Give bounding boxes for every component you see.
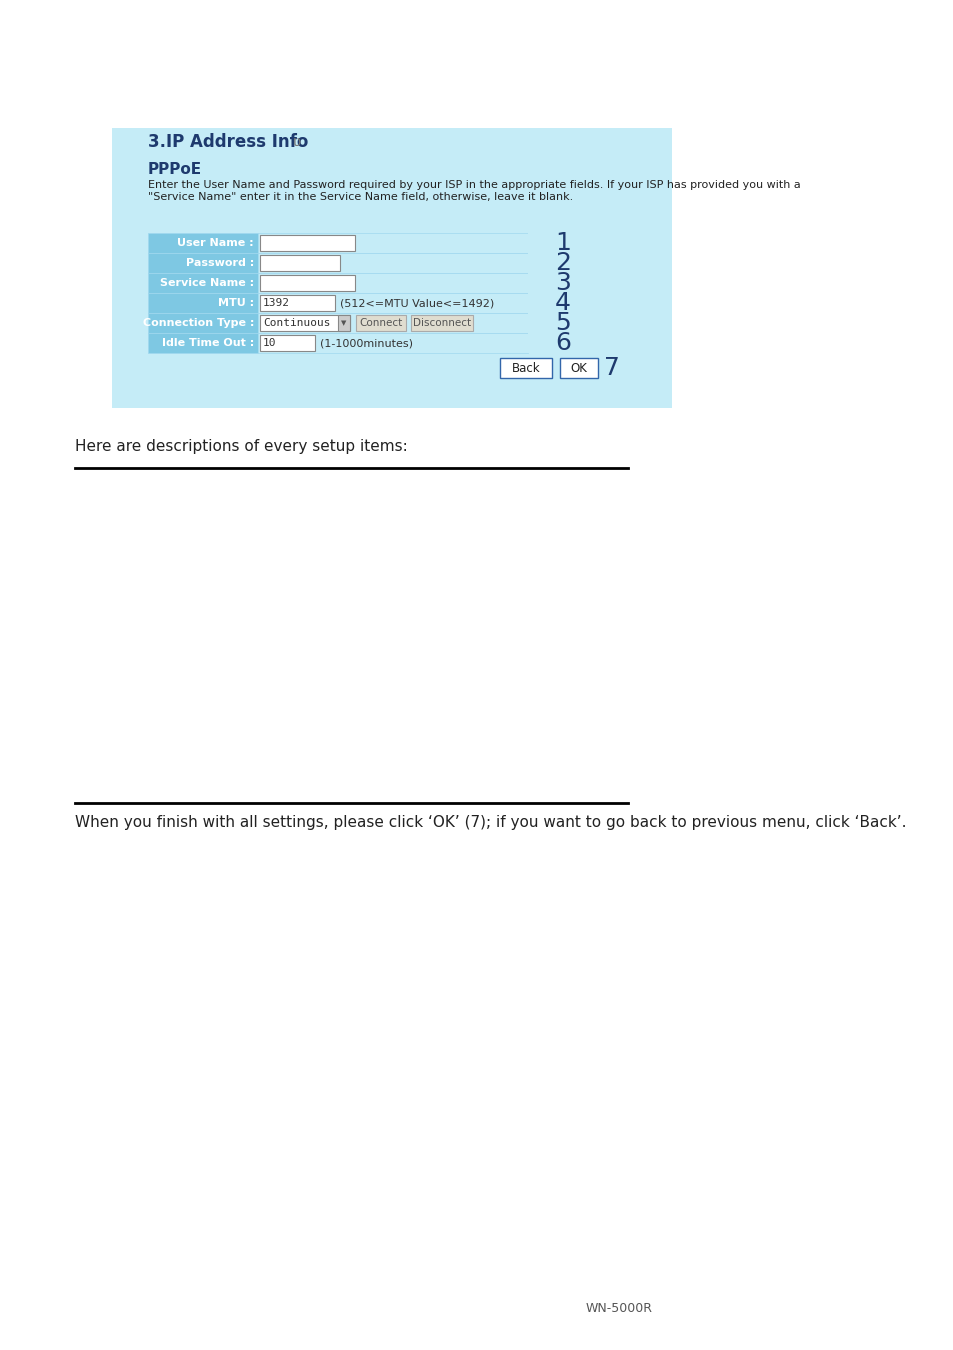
Text: WN-5000R: WN-5000R [585,1301,652,1315]
Text: ʋ: ʋ [293,135,301,148]
Text: 10: 10 [263,338,276,348]
Text: ▼: ▼ [341,320,346,325]
Bar [260,235,355,251]
Text: 5: 5 [555,310,570,335]
Bar [148,313,257,333]
Bar [411,315,473,331]
Text: 1392: 1392 [263,298,290,308]
Text: Password :: Password : [186,258,253,269]
Bar [148,333,257,352]
Bar [148,293,257,313]
Bar [355,315,406,331]
Text: Connect: Connect [359,319,402,328]
Bar [257,313,527,333]
Bar [260,315,350,331]
Bar [559,358,598,378]
Bar [499,358,552,378]
Bar [527,293,671,313]
Text: Disconnect: Disconnect [413,319,471,328]
Text: MTU :: MTU : [217,298,253,308]
Text: User Name :: User Name : [177,238,253,248]
Bar [260,335,314,351]
Text: 7: 7 [603,356,619,379]
Text: 2: 2 [555,251,571,275]
Text: (512<=MTU Value<=1492): (512<=MTU Value<=1492) [339,298,494,308]
Text: 3.IP Address Info: 3.IP Address Info [148,134,308,151]
Bar [148,273,257,293]
Text: PPPoE: PPPoE [148,162,202,177]
Text: 3: 3 [555,271,570,296]
Text: Service Name :: Service Name : [160,278,253,288]
Bar [112,128,671,408]
Text: Back: Back [511,362,539,374]
Text: Here are descriptions of every setup items:: Here are descriptions of every setup ite… [75,440,407,455]
Text: 4: 4 [555,292,571,315]
Bar [257,234,527,252]
Text: When you finish with all settings, please click ‘OK’ (7); if you want to go back: When you finish with all settings, pleas… [75,815,905,830]
Text: 1: 1 [555,231,570,255]
Bar [527,333,671,352]
Text: Enter the User Name and Password required by your ISP in the appropriate fields.: Enter the User Name and Password require… [148,180,800,190]
Bar [527,273,671,293]
Bar [148,234,257,252]
Text: OK: OK [570,362,587,374]
Bar [337,315,350,331]
Bar [257,293,527,313]
Bar [257,252,527,273]
Bar [527,234,671,252]
Text: Idle Time Out :: Idle Time Out : [162,338,253,348]
Bar [257,333,527,352]
Text: 6: 6 [555,331,571,355]
Bar [260,296,335,310]
Text: Continuous: Continuous [263,319,330,328]
Text: (1-1000minutes): (1-1000minutes) [319,338,413,348]
Bar [527,313,671,333]
Bar [260,255,339,271]
Bar [257,273,527,293]
Bar [260,275,355,292]
Text: Connection Type :: Connection Type : [143,319,253,328]
Bar [527,252,671,273]
Text: "Service Name" enter it in the Service Name field, otherwise, leave it blank.: "Service Name" enter it in the Service N… [148,192,573,202]
Bar [148,252,257,273]
